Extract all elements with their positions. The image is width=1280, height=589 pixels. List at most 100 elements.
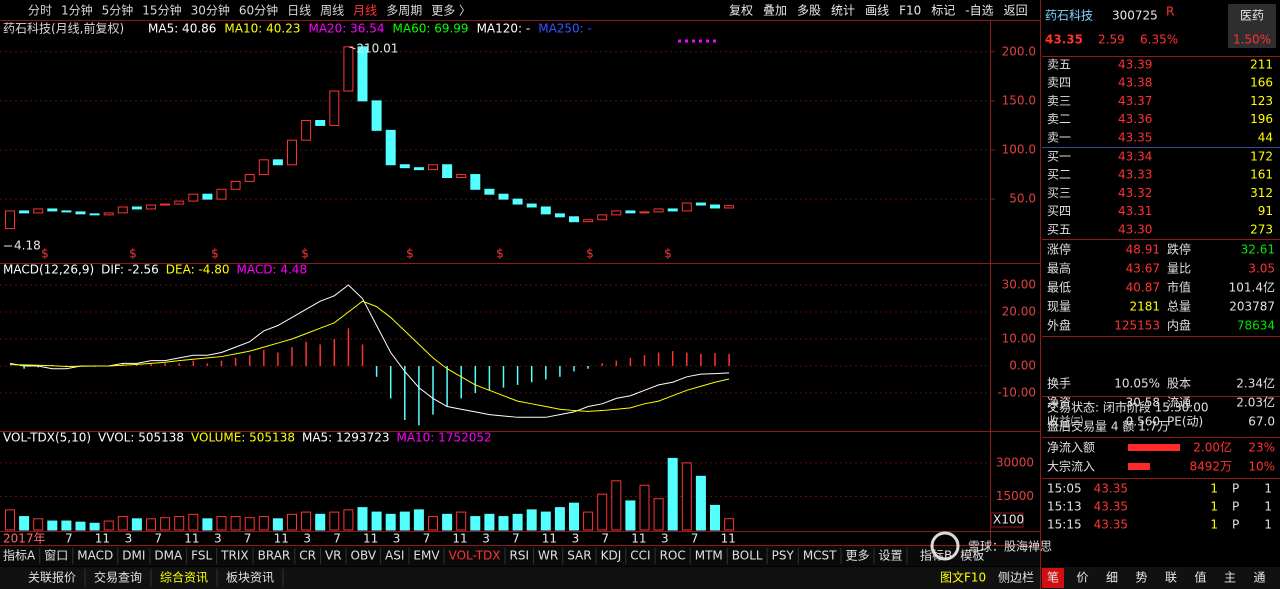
indicator-tab[interactable]: WR: [538, 549, 558, 563]
panel-tab[interactable]: 势: [1135, 571, 1147, 585]
book-price: 43.35: [1118, 130, 1152, 144]
book-volume: 172: [1250, 150, 1273, 164]
status-tab[interactable]: 综合资讯: [160, 570, 208, 585]
tool-button[interactable]: 标记: [931, 4, 955, 18]
ma-legend: MA10: 40.23: [224, 22, 300, 36]
indicator-tab[interactable]: CR: [299, 549, 316, 563]
panel-tab[interactable]: 笔: [1047, 570, 1059, 585]
candle: [75, 211, 86, 215]
indicator-tab[interactable]: VOL-TDX: [449, 549, 501, 563]
period-tab[interactable]: 多周期: [386, 4, 422, 18]
tool-button[interactable]: 复权: [729, 4, 753, 18]
stat-value: 101.4亿: [1229, 280, 1275, 295]
indicator-tab[interactable]: FSL: [191, 549, 212, 563]
macd-legend: MACD: 4.48: [237, 263, 308, 277]
flow-pct: 10%: [1248, 460, 1275, 474]
indicator-tab[interactable]: CCI: [630, 549, 650, 563]
candle: [611, 210, 622, 216]
panel-tab[interactable]: 通: [1253, 571, 1265, 585]
period-tab[interactable]: 1分钟: [61, 3, 93, 18]
period-tab[interactable]: 月线: [353, 4, 377, 18]
book-label: 买二: [1047, 168, 1071, 182]
book-volume: 166: [1250, 76, 1273, 90]
tool-button[interactable]: 返回: [1004, 4, 1028, 18]
panel-tab[interactable]: 细: [1106, 571, 1118, 585]
y-tick-label: 20.00: [1002, 305, 1036, 319]
period-tab[interactable]: 更多 〉: [431, 4, 471, 18]
sector-name[interactable]: 医药: [1240, 9, 1264, 23]
x-tick-label: 7: [601, 532, 609, 546]
indicator-tab[interactable]: DMI: [122, 549, 145, 563]
indicator-tab[interactable]: BRAR: [258, 549, 291, 563]
indicator-tab[interactable]: MTM: [695, 549, 723, 563]
tool-button[interactable]: F10: [899, 4, 921, 18]
period-tab[interactable]: 15分钟: [142, 3, 181, 18]
tick-side: P: [1232, 482, 1239, 496]
x-tick-label: 3: [482, 532, 490, 546]
status-tab[interactable]: 板块资讯: [226, 571, 274, 585]
volume-bar: [61, 520, 72, 531]
flow-pct: 23%: [1248, 441, 1275, 455]
volume-bar: [653, 498, 664, 531]
indicator-tab[interactable]: 指标B: [920, 548, 952, 563]
candle: [117, 206, 128, 214]
panel-tab[interactable]: 主: [1224, 571, 1236, 585]
period-tab[interactable]: 30分钟: [191, 3, 230, 18]
period-tab[interactable]: 5分钟: [102, 3, 134, 18]
chart-title: 药石科技(月线,前复权): [3, 21, 124, 36]
f10-button[interactable]: 图文F10: [940, 570, 986, 585]
y-tick-label: 200.0: [1002, 44, 1036, 58]
stat-value: 32.61: [1241, 243, 1275, 257]
indicator-tab[interactable]: PSY: [772, 549, 795, 563]
indicator-tab[interactable]: 模板: [960, 549, 984, 563]
stat-label: 现量: [1047, 300, 1071, 314]
tool-button[interactable]: 叠加: [763, 4, 787, 18]
indicator-tab[interactable]: KDJ: [601, 549, 622, 563]
indicator-tab[interactable]: 设置: [879, 549, 903, 563]
y-tick-label: 50.0: [1009, 192, 1036, 206]
x-tick-label: 7: [691, 532, 699, 546]
indicator-tab[interactable]: 更多: [846, 549, 870, 563]
period-tab[interactable]: 分时: [28, 4, 52, 18]
indicator-tab[interactable]: MACD: [77, 549, 113, 563]
panel-tab[interactable]: 价: [1076, 571, 1088, 585]
tool-button[interactable]: 统计: [831, 4, 855, 18]
indicator-tab[interactable]: 指标A: [3, 548, 36, 563]
x-tick-label: 11: [542, 532, 557, 546]
flow-amount: 8492万: [1189, 460, 1232, 474]
indicator-tab[interactable]: DMA: [154, 549, 183, 563]
book-price: 43.38: [1118, 76, 1152, 90]
indicator-tab[interactable]: TRIX: [220, 549, 248, 563]
indicator-tab[interactable]: BOLL: [732, 549, 763, 563]
book-label: 买四: [1047, 204, 1071, 218]
indicator-tab[interactable]: ROC: [660, 549, 686, 563]
indicator-tab[interactable]: OBV: [351, 549, 377, 563]
status-tab[interactable]: 交易查询: [94, 570, 142, 585]
indicator-tab[interactable]: 窗口: [44, 549, 68, 563]
event-marker: $: [586, 247, 594, 261]
candle: [554, 213, 565, 218]
after-hours: 盘后交易量 4 额 1.7万: [1047, 419, 1169, 434]
candle: [103, 212, 114, 216]
indicator-tab[interactable]: RSI: [510, 549, 530, 563]
indicator-tab[interactable]: ASI: [385, 549, 404, 563]
tool-button[interactable]: -自选: [965, 4, 993, 18]
tool-button[interactable]: 画线: [865, 4, 889, 18]
indicator-tab[interactable]: VR: [325, 549, 342, 563]
candle: [216, 188, 227, 200]
panel-tab[interactable]: 值: [1194, 570, 1206, 585]
sector-box[interactable]: [1228, 4, 1276, 48]
period-tab[interactable]: 周线: [320, 4, 344, 18]
status-tab[interactable]: 关联报价: [28, 570, 76, 585]
stock-code: 300725: [1112, 9, 1158, 23]
x-tick-label: 11: [631, 532, 646, 546]
period-tab[interactable]: 日线: [287, 4, 311, 18]
indicator-tab[interactable]: MCST: [803, 549, 837, 563]
indicator-tab[interactable]: EMV: [413, 549, 440, 563]
panel-tab[interactable]: 联: [1165, 571, 1177, 585]
indicator-tab[interactable]: SAR: [567, 549, 591, 563]
period-tab[interactable]: 60分钟: [239, 3, 278, 18]
tool-button[interactable]: 多股: [797, 4, 821, 18]
sidebar-button[interactable]: 侧边栏: [998, 570, 1034, 585]
